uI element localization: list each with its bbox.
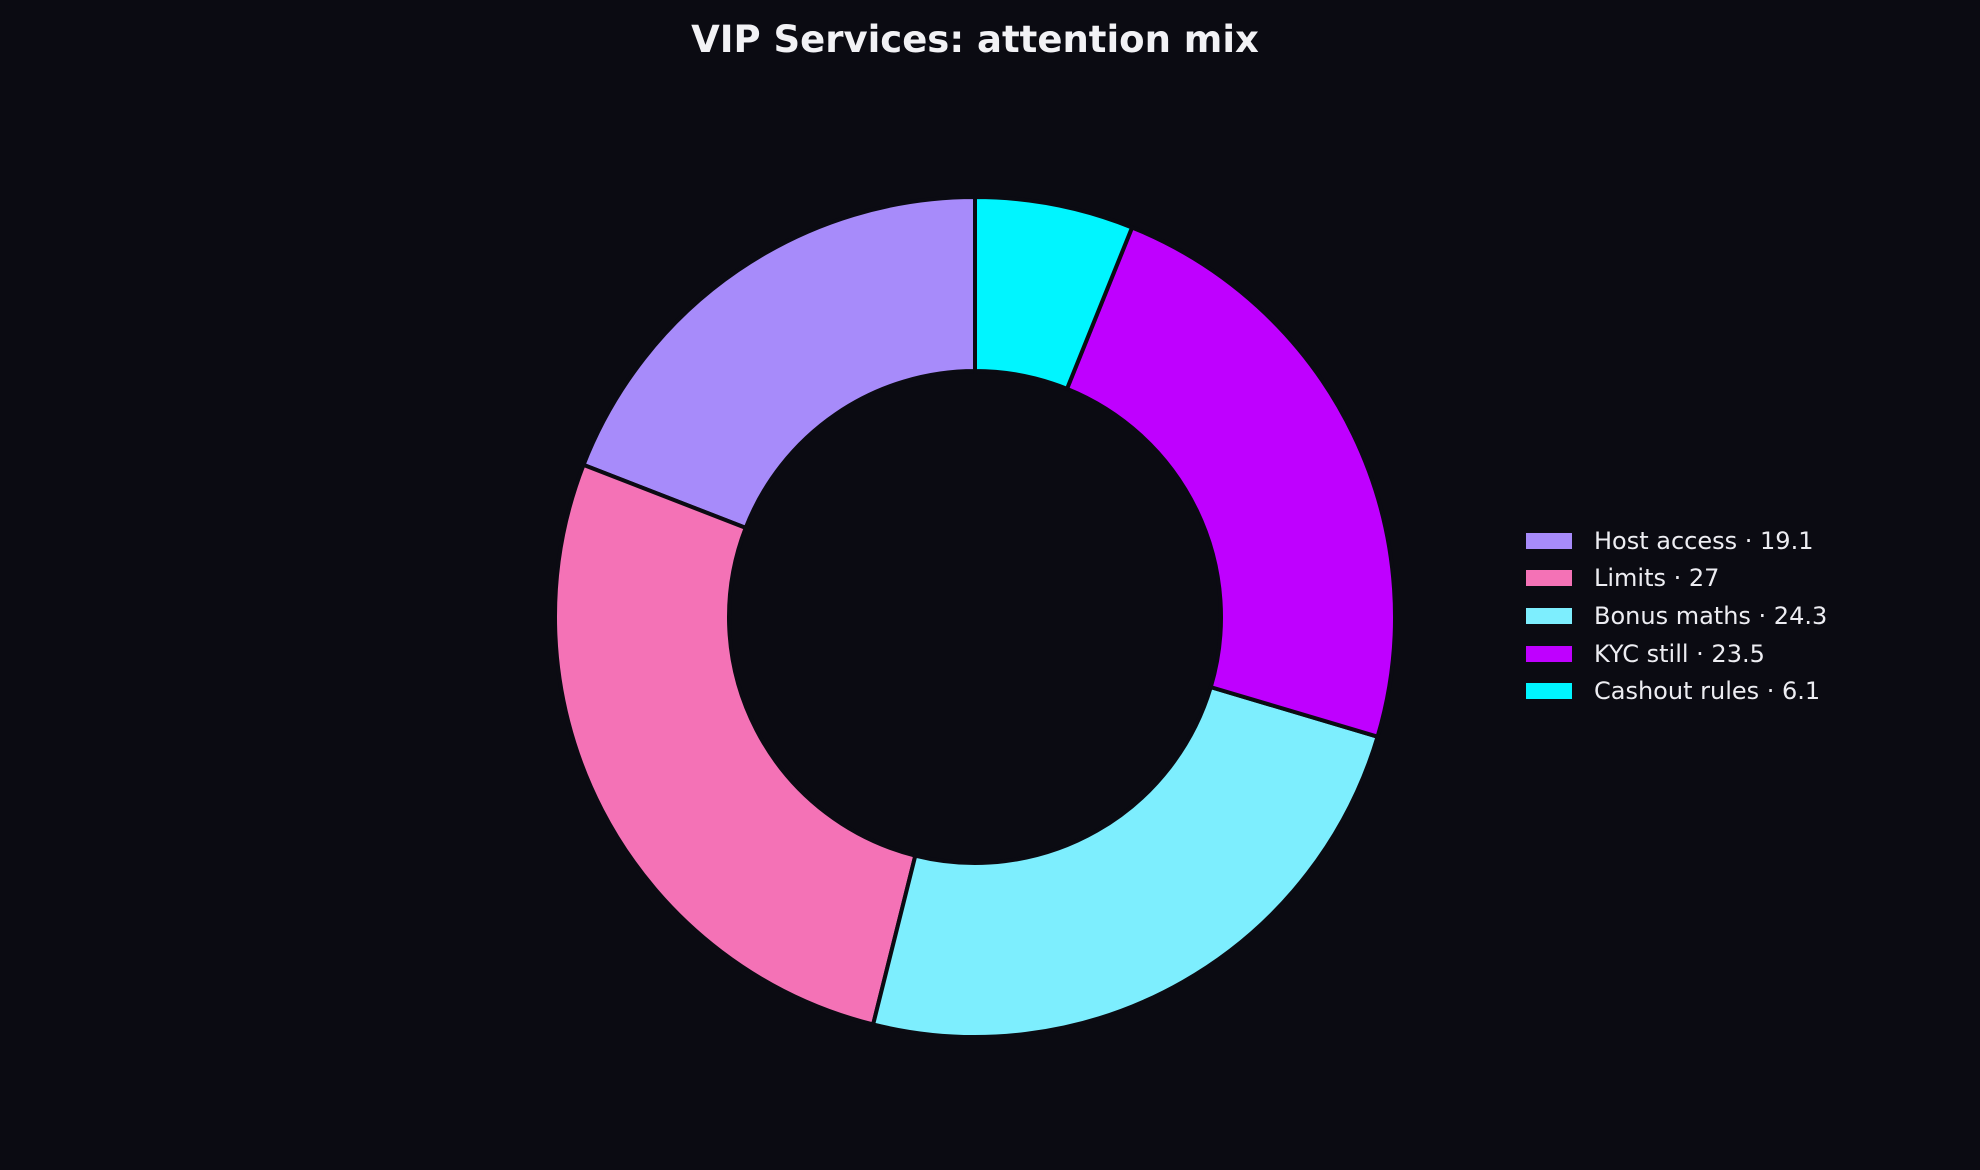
slice-cashout-rules: [973, 195, 1135, 391]
legend-item: KYC still · 23.5: [1526, 635, 1946, 673]
legend-swatch: [1526, 532, 1572, 549]
slice-bonus-maths: [871, 685, 1380, 1039]
legend-swatch: [1526, 645, 1572, 662]
legend: Host access · 19.1 Limits · 27 Bonus maths…: [1526, 522, 1946, 710]
chart-title: VIP Services: attention mix: [691, 18, 1259, 61]
legend-label: Limits · 27: [1594, 564, 1720, 593]
donut-slices: [553, 195, 1397, 1039]
legend-label: KYC still · 23.5: [1594, 639, 1765, 668]
slice-kyc-still: [1064, 225, 1397, 739]
slice-host-access: [581, 195, 977, 530]
legend-swatch: [1526, 607, 1572, 624]
slice-limits: [553, 462, 918, 1027]
legend-swatch: [1526, 570, 1572, 587]
legend-item: Limits · 27: [1526, 560, 1946, 598]
legend-label: Bonus maths · 24.3: [1594, 601, 1828, 630]
legend-label: Host access · 19.1: [1594, 526, 1814, 555]
legend-item: Cashout rules · 6.1: [1526, 672, 1946, 710]
legend-swatch: [1526, 683, 1572, 700]
legend-label: Cashout rules · 6.1: [1594, 677, 1821, 706]
legend-item: Bonus maths · 24.3: [1526, 597, 1946, 635]
legend-item: Host access · 19.1: [1526, 522, 1946, 560]
